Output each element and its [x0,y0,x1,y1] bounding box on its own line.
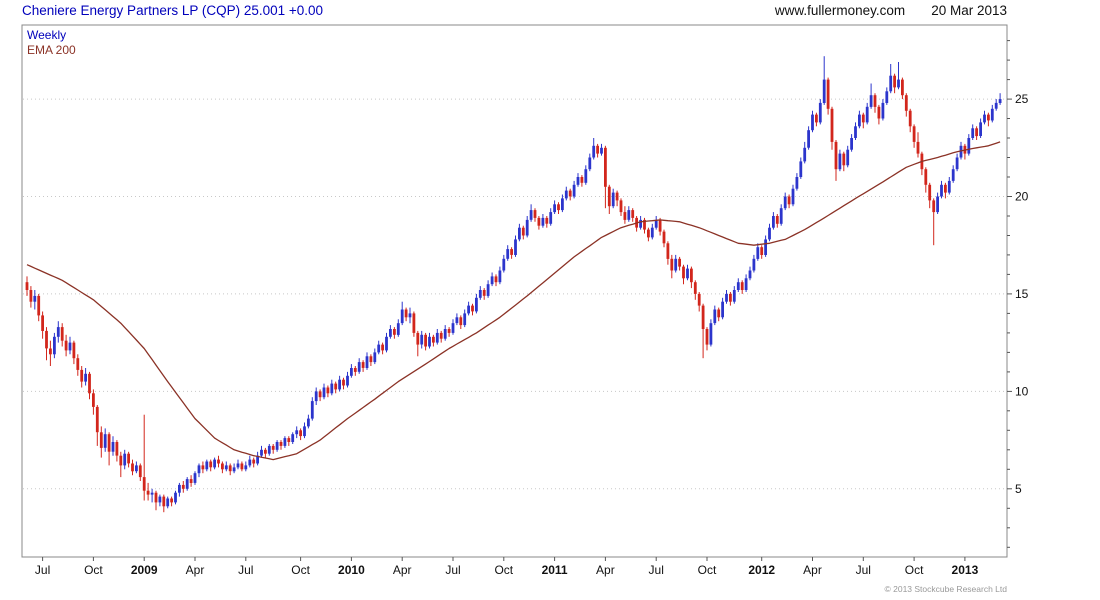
chart-legend: Weekly EMA 200 [27,28,76,58]
header-right: www.fullermoney.com 20 Mar 2013 [775,3,1007,18]
svg-text:2012: 2012 [748,563,775,577]
svg-text:Jul: Jul [445,563,460,577]
svg-text:2011: 2011 [542,563,568,577]
date-label: 20 Mar 2013 [931,3,1007,18]
svg-text:25: 25 [1015,92,1029,106]
svg-text:Apr: Apr [596,563,615,577]
svg-text:Jul: Jul [856,563,871,577]
svg-text:10: 10 [1015,384,1029,398]
svg-text:2013: 2013 [952,563,979,577]
chart-title: Cheniere Energy Partners LP (CQP) 25.001… [22,3,324,18]
svg-text:Oct: Oct [84,563,103,577]
y-axis-labels: 5 10 15 20 25 [1015,92,1029,496]
svg-text:2009: 2009 [131,563,158,577]
svg-text:15: 15 [1015,287,1029,301]
header: Cheniere Energy Partners LP (CQP) 25.001… [22,3,1007,18]
svg-text:5: 5 [1015,482,1022,496]
legend-ema-label: EMA 200 [27,43,76,57]
svg-text:Oct: Oct [291,563,310,577]
svg-text:Apr: Apr [393,563,412,577]
svg-text:Jul: Jul [238,563,253,577]
plot-frame [21,24,1008,558]
svg-text:Oct: Oct [494,563,513,577]
website-label: www.fullermoney.com [774,3,906,18]
axis-ticks [42,40,1012,561]
svg-text:Apr: Apr [803,563,822,577]
svg-text:Jul: Jul [649,563,664,577]
ema-line [26,141,1001,461]
svg-text:Jul: Jul [35,563,50,577]
x-axis-labels: Jul Oct 2009 Apr Jul Oct 2010 Apr Jul Oct 2011 Apr J… [35,563,979,577]
svg-text:Apr: Apr [186,563,205,577]
svg-text:Oct: Oct [698,563,717,577]
legend-timeframe-label: Weekly [27,28,67,42]
svg-text:Oct: Oct [905,563,924,577]
copyright-label: © 2013 Stockcube Research Ltd [884,584,1007,594]
svg-text:2010: 2010 [338,563,365,577]
svg-text:20: 20 [1015,190,1029,204]
